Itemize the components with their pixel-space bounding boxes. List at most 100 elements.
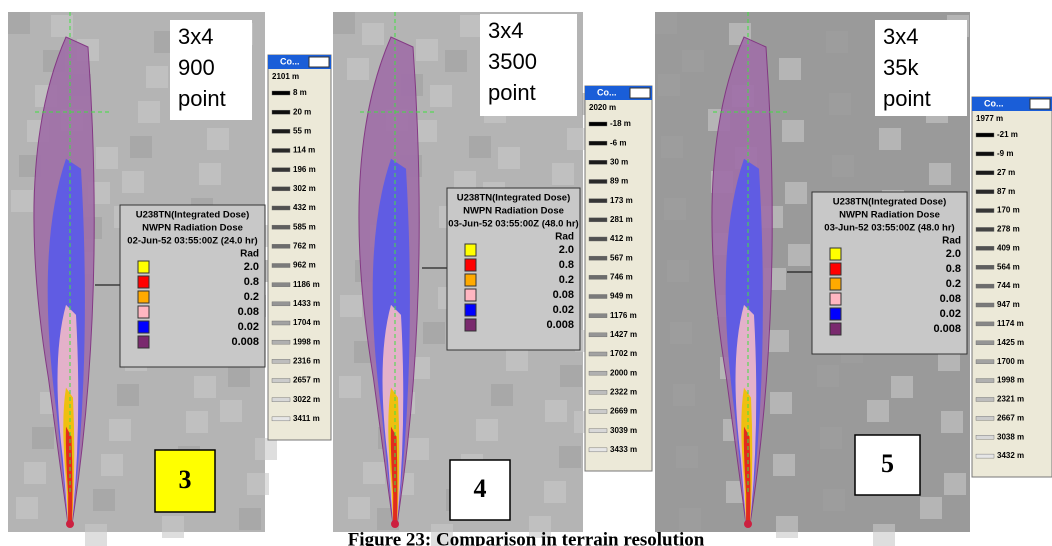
window-title: Co... — [984, 98, 1004, 108]
contour-level: 744 m — [997, 281, 1020, 290]
legend-swatch — [830, 263, 841, 275]
contour-swatch — [272, 129, 290, 133]
terrain-cell — [247, 473, 269, 495]
terrain-cell — [941, 411, 963, 433]
terrain-cell — [782, 120, 804, 142]
legend-swatch — [830, 323, 841, 335]
terrain-cell — [670, 322, 692, 344]
terrain-cell — [362, 23, 384, 45]
terrain-cell — [559, 446, 581, 468]
source-point — [744, 520, 752, 528]
contour-swatch — [589, 333, 607, 337]
contour-level: 2667 m — [997, 413, 1024, 422]
legend-heading: 02-Jun-52 03:55:00Z (24.0 hr) — [127, 236, 257, 247]
legend-level: 0.08 — [238, 306, 259, 318]
contour-level: 3433 m — [610, 445, 637, 454]
legend-unit: Rad — [942, 236, 961, 247]
contour-level: 2657 m — [293, 376, 320, 385]
terrain-cell — [469, 136, 491, 158]
contour-level: 1427 m — [610, 330, 637, 339]
contour-swatch — [589, 122, 607, 126]
contour-swatch — [272, 302, 290, 306]
contour-swatch — [589, 314, 607, 318]
contour-level: 8 m — [293, 88, 307, 97]
terrain-cell — [207, 128, 229, 150]
terrain-cell — [138, 101, 160, 123]
contour-swatch — [589, 218, 607, 222]
contour-level: 1998 m — [997, 376, 1024, 385]
contour-swatch — [976, 341, 994, 345]
terrain-cell — [679, 508, 701, 530]
terrain-cell — [676, 446, 698, 468]
legend-heading: U238TN(Integrated Dose) — [833, 197, 947, 208]
contour-level: 1702 m — [610, 349, 637, 358]
terrain-cell — [32, 427, 54, 449]
terrain-cell — [929, 163, 951, 185]
legend-swatch — [465, 259, 476, 271]
terrain-cell — [228, 365, 250, 387]
terrain-cell — [445, 50, 467, 72]
contour-level: 2669 m — [610, 407, 637, 416]
contour-level: 173 m — [610, 196, 633, 205]
legend-swatch — [138, 261, 149, 273]
contour-swatch — [589, 371, 607, 375]
contour-swatch — [976, 190, 994, 194]
legend-swatch — [465, 274, 476, 286]
contour-level: 302 m — [293, 184, 316, 193]
label-text: 3x4 — [488, 18, 523, 43]
terrain-cell — [879, 128, 901, 150]
terrain-cell — [655, 12, 677, 34]
terrain-cell — [770, 392, 792, 414]
terrain-cell — [239, 508, 261, 530]
contour-level: 170 m — [997, 206, 1020, 215]
contour-swatch — [272, 417, 290, 421]
contour-level: 89 m — [610, 177, 628, 186]
label-text: point — [488, 80, 536, 105]
legend-unit: Rad — [240, 249, 259, 260]
window-title: Co... — [280, 56, 300, 66]
legend-heading: U238TN(Integrated Dose) — [136, 210, 250, 221]
contour-level: 114 m — [293, 146, 315, 155]
contour-level: 962 m — [293, 261, 316, 270]
legend-level: 0.02 — [553, 304, 574, 316]
contour-swatch — [589, 275, 607, 279]
contour-level: 281 m — [610, 215, 633, 224]
legend-swatch — [465, 304, 476, 316]
legend-level: 0.2 — [946, 278, 961, 290]
terrain-cell — [339, 376, 361, 398]
contour-level: 585 m — [293, 222, 316, 231]
contour-swatch — [976, 454, 994, 458]
terrain-cell — [93, 489, 115, 511]
terrain-cell — [661, 136, 683, 158]
contour-level: 20 m — [293, 107, 311, 116]
terrain-cell — [96, 147, 118, 169]
contour-swatch — [272, 110, 290, 114]
contour-level: 2316 m — [293, 356, 320, 365]
contour-level: 278 m — [997, 225, 1020, 234]
contour-swatch — [976, 265, 994, 269]
contour-level: 2321 m — [997, 395, 1024, 404]
contour-swatch — [976, 397, 994, 401]
terrain-cell — [658, 74, 680, 96]
legend-level: 0.008 — [933, 323, 961, 335]
contour-swatch — [272, 283, 290, 287]
terrain-cell — [16, 497, 38, 519]
legend-swatch — [830, 278, 841, 290]
legend-level: 0.08 — [553, 289, 574, 301]
contour-swatch — [589, 448, 607, 452]
legend-level: 2.0 — [244, 261, 259, 273]
terrain-cell — [920, 497, 942, 519]
legend-swatch — [465, 244, 476, 256]
terrain-cell — [407, 438, 429, 460]
contour-swatch — [589, 429, 607, 433]
contour-swatch — [589, 237, 607, 241]
terrain-cell — [767, 330, 789, 352]
legend-level: 0.08 — [940, 293, 961, 305]
contour-level: -9 m — [997, 149, 1013, 158]
contour-swatch — [976, 209, 994, 213]
terrain-cell — [347, 58, 369, 80]
terrain-cell — [779, 58, 801, 80]
terrain-cell — [162, 516, 184, 538]
contour-level: 3039 m — [610, 426, 637, 435]
